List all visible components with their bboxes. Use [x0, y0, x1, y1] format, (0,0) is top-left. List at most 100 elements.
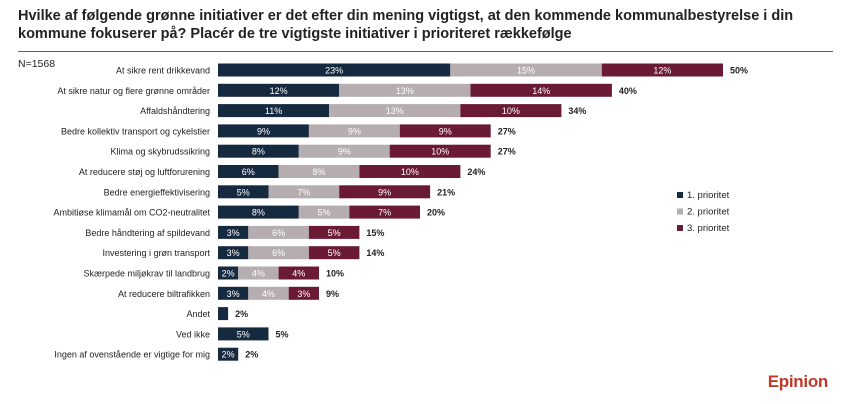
segment-value-label: 9%: [378, 187, 391, 197]
bar-segment: [218, 165, 279, 178]
segment-value-label: 3%: [297, 289, 310, 299]
bar-segment: [218, 63, 451, 77]
category-label: Andet: [186, 309, 210, 319]
total-value-label: 24%: [467, 167, 485, 177]
category-label: Bedre energieffektivisering: [104, 187, 210, 197]
bar-segment: [450, 63, 602, 77]
bar-segment: [399, 124, 491, 138]
segment-value-label: 6%: [242, 167, 255, 177]
segment-value-label: 5%: [328, 248, 341, 258]
category-label: At reducere støj og luftforurening: [79, 167, 210, 177]
category-label: Affaldshåndtering: [140, 106, 210, 116]
category-label: Skærpede miljøkrav til landbrug: [83, 269, 210, 279]
bar-segment: [329, 104, 461, 118]
total-value-label: 34%: [568, 106, 586, 116]
segment-value-label: 5%: [237, 187, 250, 197]
legend-label: 3. prioritet: [687, 223, 730, 234]
bar-segment: [288, 286, 319, 300]
segment-value-label: 7%: [378, 208, 391, 218]
bar-segment: [308, 246, 360, 260]
segment-value-label: 4%: [252, 269, 265, 279]
bar-segment: [339, 185, 431, 199]
bar-segment: [218, 205, 299, 219]
title-divider: [18, 51, 833, 52]
bar-segment: [601, 63, 723, 77]
total-value-label: 15%: [366, 228, 384, 238]
segment-value-label: 8%: [312, 167, 325, 177]
segment-value-label: 4%: [292, 269, 305, 279]
segment-value-label: 3%: [227, 228, 240, 238]
category-label: At reducere biltrafikken: [118, 289, 210, 299]
total-value-label: 50%: [730, 66, 748, 76]
bar-segment: [218, 347, 239, 361]
bar-segment: [218, 307, 229, 321]
brand-logo: Epinion: [767, 372, 829, 391]
total-value-label: 2%: [245, 350, 258, 360]
bar-segment: [218, 124, 309, 138]
segment-value-label: 9%: [338, 147, 351, 157]
bar-segment: [460, 104, 562, 118]
segment-value-label: 3%: [227, 289, 240, 299]
category-label: Ingen af ovenstående er vigtige for mig: [54, 350, 210, 360]
bar-segment: [359, 165, 461, 178]
total-value-label: 27%: [498, 126, 516, 136]
category-label: Bedre kollektiv transport og cykelstier: [61, 126, 210, 136]
segment-value-label: 5%: [237, 329, 250, 339]
segment-value-label: 3%: [227, 248, 240, 258]
bar-segment: [218, 266, 239, 280]
segment-value-label: 9%: [348, 126, 361, 136]
category-label: At sikre natur og flere grønne områder: [57, 86, 210, 96]
bar-segment: [248, 286, 289, 300]
legend-label: 1. prioritet: [687, 190, 730, 201]
segment-value-label: 11%: [265, 106, 282, 116]
total-value-label: 10%: [326, 269, 344, 279]
legend-swatch: [677, 225, 683, 231]
bar-segment: [238, 266, 279, 280]
bar-segment: [308, 124, 400, 138]
bar-segment: [218, 246, 249, 260]
segment-value-label: 5%: [318, 208, 331, 218]
segment-value-label: 23%: [325, 66, 343, 76]
segment-value-label: 9%: [439, 126, 452, 136]
bar-segment: [308, 225, 360, 239]
segment-value-label: 7%: [297, 187, 310, 197]
bar-segment: [268, 185, 340, 199]
segment-value-label: 13%: [396, 86, 414, 96]
segment-value-label: 12%: [270, 86, 288, 96]
segment-value-label: 10%: [431, 147, 449, 157]
bar-segment: [349, 205, 420, 219]
total-value-label: 14%: [366, 248, 384, 258]
total-value-label: 20%: [427, 208, 445, 218]
segment-value-label: 2%: [222, 269, 235, 279]
category-label: Investering i grøn transport: [102, 248, 210, 258]
bar-segment: [218, 185, 269, 199]
bar-segment: [278, 165, 360, 178]
segment-value-label: 2%: [222, 350, 235, 360]
legend-label: 2. prioritet: [687, 207, 730, 218]
segment-value-label: 6%: [272, 228, 285, 238]
segment-value-label: 15%: [517, 66, 535, 76]
bar-segment: [278, 266, 319, 280]
bar-segment: [218, 286, 249, 300]
bar-segment: [248, 225, 309, 239]
bar-segment: [470, 83, 612, 97]
bar-segment: [248, 246, 309, 260]
bar-segment: [389, 144, 491, 158]
segment-value-label: 14%: [532, 86, 550, 96]
segment-value-label: 6%: [272, 248, 285, 258]
bar-segment: [298, 144, 390, 158]
segment-value-label: 13%: [386, 106, 404, 116]
segment-value-label: 12%: [653, 66, 671, 76]
bar-segment: [218, 225, 249, 239]
segment-value-label: 10%: [401, 167, 419, 177]
total-value-label: 9%: [326, 289, 339, 299]
sample-size-label: N=1568: [18, 58, 56, 70]
legend-swatch: [677, 192, 683, 198]
bar-segment: [218, 104, 330, 118]
category-label: Ambitiøse klimamål om CO2-neutralitet: [53, 208, 210, 218]
total-value-label: 5%: [276, 329, 289, 339]
category-label: At sikre rent drikkevand: [116, 66, 210, 76]
chart-title: Hvilke af følgende grønne initiativer er…: [18, 8, 794, 42]
segment-value-label: 4%: [262, 289, 275, 299]
